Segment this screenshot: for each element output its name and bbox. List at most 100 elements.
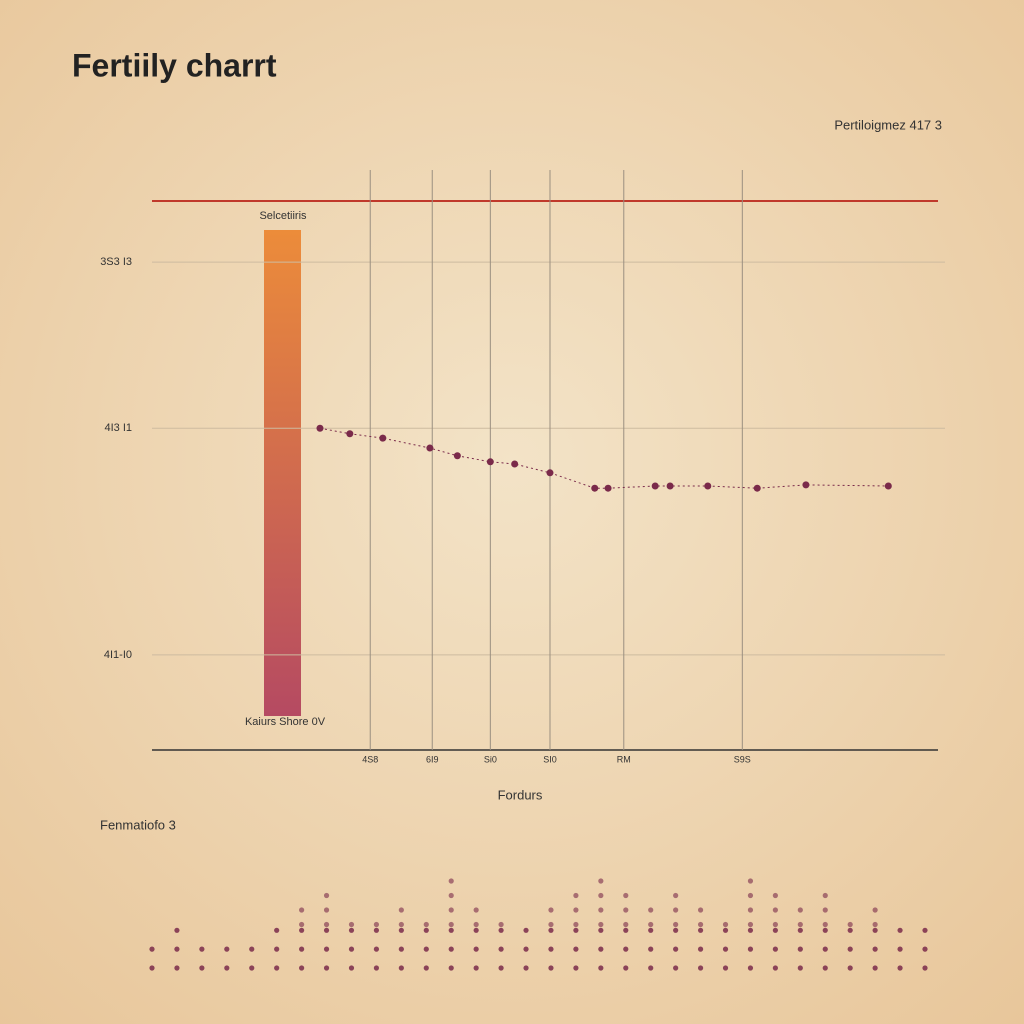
dot [822, 907, 828, 913]
dot [398, 921, 404, 928]
dot [573, 921, 579, 928]
dot [448, 927, 454, 933]
dot [722, 927, 729, 933]
dot [847, 946, 853, 952]
dot [822, 892, 828, 899]
dot [623, 921, 629, 928]
dot [274, 927, 280, 933]
point [704, 482, 712, 490]
dot [897, 946, 903, 952]
point [379, 434, 387, 442]
dot [847, 921, 853, 928]
dot [299, 946, 305, 952]
dot [348, 946, 355, 952]
dot [623, 907, 629, 913]
dot [897, 927, 903, 933]
gradient-band [264, 230, 301, 716]
dot [249, 946, 255, 952]
dot [648, 965, 654, 971]
dot [174, 965, 180, 971]
dot [299, 965, 305, 971]
dot [398, 927, 404, 933]
dot [448, 892, 454, 899]
dot [423, 965, 429, 971]
dot [149, 946, 155, 952]
point [753, 484, 761, 492]
dot [797, 927, 803, 933]
dot [747, 927, 754, 933]
dot [747, 907, 754, 913]
dot [448, 907, 454, 913]
dot [847, 927, 853, 933]
dot [772, 921, 778, 928]
dot [299, 921, 305, 928]
dot [473, 927, 479, 933]
dot [747, 892, 754, 899]
dot [648, 921, 654, 928]
dot [722, 965, 729, 971]
dot [598, 892, 604, 899]
dot [598, 878, 604, 884]
dot [473, 965, 479, 971]
dot [548, 927, 554, 933]
point [651, 482, 659, 490]
dot [423, 921, 429, 928]
dot [922, 927, 928, 933]
dot [348, 921, 355, 928]
dot [822, 965, 828, 971]
dot [822, 946, 828, 952]
dot [872, 946, 878, 952]
dot [174, 946, 180, 952]
dot [648, 907, 654, 913]
y-tick-label: 4I1-I0 [104, 649, 132, 661]
dot [872, 907, 878, 913]
x-tick-label: Si0 [484, 754, 497, 764]
dot [747, 946, 754, 952]
dot [274, 946, 280, 952]
point [546, 469, 554, 477]
point [346, 430, 354, 438]
dot [822, 921, 828, 928]
x-axis-label: Fordurs [498, 787, 543, 802]
dot [872, 921, 878, 928]
dot [797, 965, 803, 971]
annotation: Kaiurs Shore 0V [245, 716, 326, 728]
dot [747, 921, 754, 928]
chart-title: Fertiily charrt [72, 47, 277, 83]
dot [697, 921, 704, 928]
dot [598, 946, 604, 952]
x-tick-label: SI0 [543, 754, 557, 764]
dot [872, 965, 878, 971]
dot [548, 921, 554, 928]
dot [323, 927, 330, 933]
dot [323, 921, 330, 928]
dot [448, 965, 454, 971]
dot [598, 921, 604, 928]
dot [772, 927, 778, 933]
dot [323, 907, 330, 913]
dot [772, 892, 778, 899]
dot [573, 946, 579, 952]
dot [398, 946, 404, 952]
dot [623, 965, 629, 971]
dot [448, 921, 454, 928]
point [316, 424, 324, 432]
subtitle: Pertiloigmez 417 3 [834, 117, 942, 132]
dot [623, 892, 629, 899]
dot [348, 965, 355, 971]
dot [822, 927, 828, 933]
dot [623, 927, 629, 933]
dot [922, 946, 928, 952]
dot [872, 927, 878, 933]
dot [523, 965, 529, 971]
dot [673, 921, 679, 928]
dot [473, 946, 479, 952]
dot [772, 946, 778, 952]
dot [473, 907, 479, 913]
dot [548, 907, 554, 913]
dot [473, 921, 479, 928]
dot [548, 946, 554, 952]
dot [249, 965, 255, 971]
